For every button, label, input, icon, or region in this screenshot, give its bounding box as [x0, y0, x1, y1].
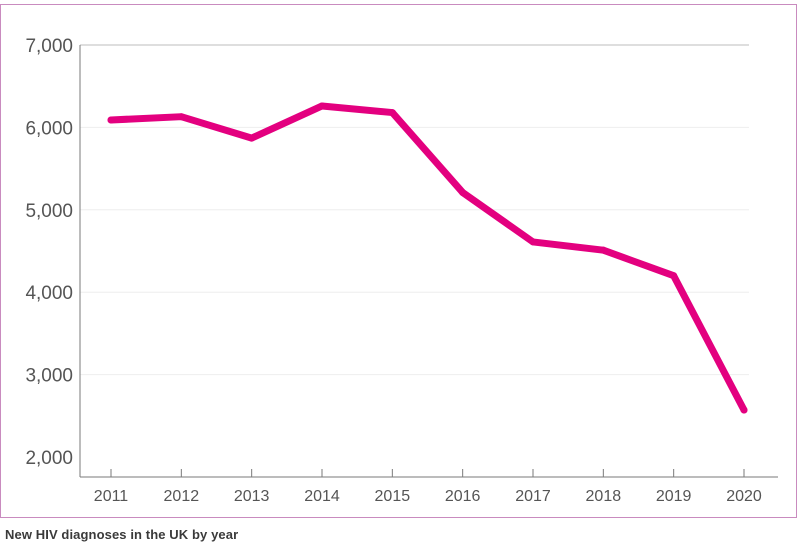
series-lines [107, 102, 748, 414]
x-tick-label: 2019 [656, 488, 692, 505]
series-line [107, 102, 748, 414]
y-tick-label: 3,000 [25, 366, 73, 387]
y-tick-label: 6,000 [25, 118, 73, 139]
data-point [388, 109, 396, 117]
data-point [670, 272, 678, 280]
data-point [740, 406, 748, 414]
x-tick-label: 2015 [375, 488, 411, 505]
x-tick-label: 2014 [304, 488, 340, 505]
y-tick-label: 2,000 [25, 448, 73, 469]
axes [79, 45, 778, 478]
data-point [459, 188, 467, 196]
gridlines [80, 44, 749, 376]
x-tick-label: 2012 [164, 488, 200, 505]
y-tick-label: 4,000 [25, 283, 73, 304]
y-tick-label: 5,000 [25, 201, 73, 222]
x-tick-label: 2018 [586, 488, 622, 505]
data-point [177, 113, 185, 121]
data-point [599, 246, 607, 254]
x-tick-label: 2013 [234, 488, 270, 505]
x-axis-ticks: 2011 2012 2013 2014 2015 2016 2017 2018 2019 2020 [94, 469, 762, 505]
y-tick-label: 7,000 [25, 36, 73, 57]
x-tick-label: 2020 [726, 488, 762, 505]
data-point [529, 238, 537, 246]
data-point [318, 102, 326, 110]
x-tick-label: 2017 [515, 488, 551, 505]
x-tick-label: 2016 [445, 488, 481, 505]
chart-frame: 2,000 3,000 4,000 5,000 6,000 7,000 2011 2012 2… [0, 4, 797, 518]
data-point [248, 134, 256, 142]
chart-caption: New HIV diagnoses in the UK by year [5, 527, 239, 542]
data-point [107, 116, 115, 124]
x-tick-label: 2011 [94, 488, 129, 505]
y-axis-ticks: 2,000 3,000 4,000 5,000 6,000 7,000 [25, 36, 73, 469]
